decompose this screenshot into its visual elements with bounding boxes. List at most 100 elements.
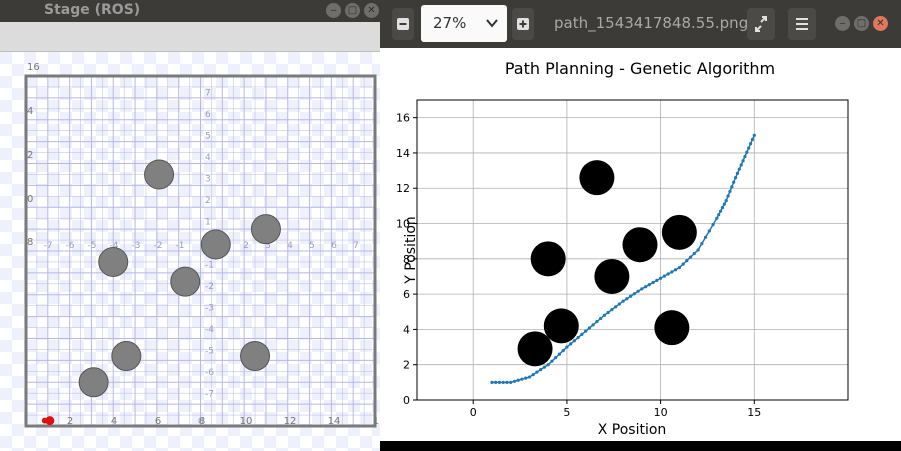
robot-marker[interactable] — [41, 416, 55, 426]
path-point — [726, 194, 730, 198]
image-viewer-window: 27% path_1543417848.55.png — [380, 0, 901, 451]
expand-icon — [755, 16, 767, 32]
path-point — [677, 266, 681, 270]
stage-obstacle — [250, 214, 281, 245]
path-point — [733, 176, 738, 180]
menu-button[interactable] — [788, 8, 816, 40]
stage-obstacle — [240, 341, 271, 371]
stage-center-x-label: 5 — [309, 241, 315, 251]
viewer-bottom-bar — [380, 441, 901, 451]
path-point — [647, 282, 651, 287]
stage-canvas[interactable]: 16420824681012141-7-6-5-4-3-2-1123456776… — [0, 52, 385, 451]
zoom-in-button[interactable] — [512, 8, 534, 40]
x-tick-label: 5 — [563, 406, 570, 419]
path-point — [520, 377, 524, 381]
path-point — [752, 133, 756, 137]
stage-center-x-label: 3 — [265, 241, 271, 251]
y-tick-label: 4 — [403, 323, 410, 336]
path-point — [494, 380, 498, 384]
path-point — [539, 368, 543, 372]
path-point — [599, 316, 603, 321]
plot-frame — [416, 99, 849, 401]
stage-center-x-label: -3 — [132, 241, 141, 251]
chevron-down-icon — [486, 19, 498, 28]
stage-center-y-label: 2 — [205, 196, 211, 206]
zoom-out-button[interactable] — [392, 8, 414, 40]
path-point — [674, 268, 678, 272]
path-point — [748, 142, 753, 146]
y-tick-label: 6 — [403, 288, 410, 301]
stage-center-x-label: 4 — [287, 241, 293, 251]
stage-x-label: 10 — [240, 416, 253, 427]
stage-y-label: 0 — [27, 194, 33, 205]
path-point — [587, 326, 591, 330]
stage-center-y-label: -7 — [205, 390, 214, 400]
stage-window: Stage (ROS) ‒ □ ✕ 16 4 2 0 8 2 4 6 8 10 12 14 1 -7 -6-… — [0, 0, 385, 451]
zoom-combo[interactable]: 27% — [421, 5, 507, 42]
maximize-icon[interactable]: □ — [854, 16, 869, 31]
path-point — [741, 159, 745, 163]
stage-center-y-label: -5 — [205, 347, 214, 357]
path-point — [550, 359, 554, 363]
path-point — [707, 229, 711, 233]
path-point — [614, 305, 618, 309]
stage-center-x-label: -2 — [154, 241, 163, 251]
zoom-value: 27% — [433, 14, 467, 32]
close-icon[interactable]: ✕ — [873, 16, 888, 31]
file-name: path_1543417848.55.png — [554, 14, 749, 32]
path-point — [557, 352, 562, 356]
path-point — [542, 365, 547, 369]
path-point — [750, 137, 755, 142]
stage-boundary — [24, 74, 377, 428]
chart-obstacle — [594, 258, 630, 294]
x-axis-label: X Position — [598, 422, 667, 438]
stage-y-label: 2 — [27, 150, 33, 161]
chart-obstacles — [517, 160, 697, 367]
path-point — [497, 380, 502, 384]
path-point — [666, 272, 670, 276]
path-point — [659, 276, 663, 280]
stage-obstacle — [200, 229, 231, 260]
path-point — [703, 235, 708, 239]
path-point — [715, 216, 719, 220]
path-point — [591, 323, 595, 327]
stage-center-y-label: 3 — [205, 175, 211, 185]
path-point — [728, 189, 732, 194]
path-point — [524, 376, 528, 380]
chart-obstacle — [654, 310, 690, 346]
maximize-icon[interactable]: □ — [345, 3, 360, 18]
path-point — [711, 222, 715, 227]
path-point — [722, 202, 726, 206]
fullscreen-button[interactable] — [747, 8, 775, 40]
close-icon[interactable]: ✕ — [364, 3, 379, 18]
minimize-icon[interactable]: ‒ — [835, 16, 850, 31]
y-tick-label: 2 — [403, 359, 410, 372]
minimize-icon[interactable]: ‒ — [326, 3, 341, 18]
stage-center-x-label: -4 — [110, 241, 119, 251]
stage-center-y-label: -3 — [205, 304, 214, 314]
path-point — [512, 379, 517, 383]
image-canvas[interactable]: Path Planning - Genetic Algorithm 0 5 10 15… — [380, 48, 901, 441]
path-point — [718, 209, 723, 213]
y-axis-label: Y Position — [403, 216, 419, 285]
menu-icon — [796, 18, 808, 30]
path-point — [662, 274, 666, 278]
path-point — [535, 370, 539, 374]
path-point — [632, 292, 636, 296]
stage-center-x-label: 7 — [353, 241, 359, 251]
path-point — [745, 150, 749, 154]
stage-titlebar[interactable]: Stage (ROS) ‒ □ ✕ — [0, 0, 385, 22]
stage-obstacles — [78, 159, 281, 398]
x-tick-label: 10 — [654, 406, 668, 419]
path-point — [696, 248, 700, 252]
path-point — [636, 289, 640, 293]
path-point — [584, 329, 588, 333]
stage-center-x-label: 6 — [331, 241, 337, 251]
path-point — [739, 163, 743, 167]
path-point — [569, 342, 573, 346]
stage-y-label: 8 — [27, 237, 33, 248]
path-point — [644, 285, 648, 289]
stage-x-label: 8 — [199, 416, 205, 427]
robot-body — [45, 416, 55, 426]
path-point — [700, 242, 704, 246]
